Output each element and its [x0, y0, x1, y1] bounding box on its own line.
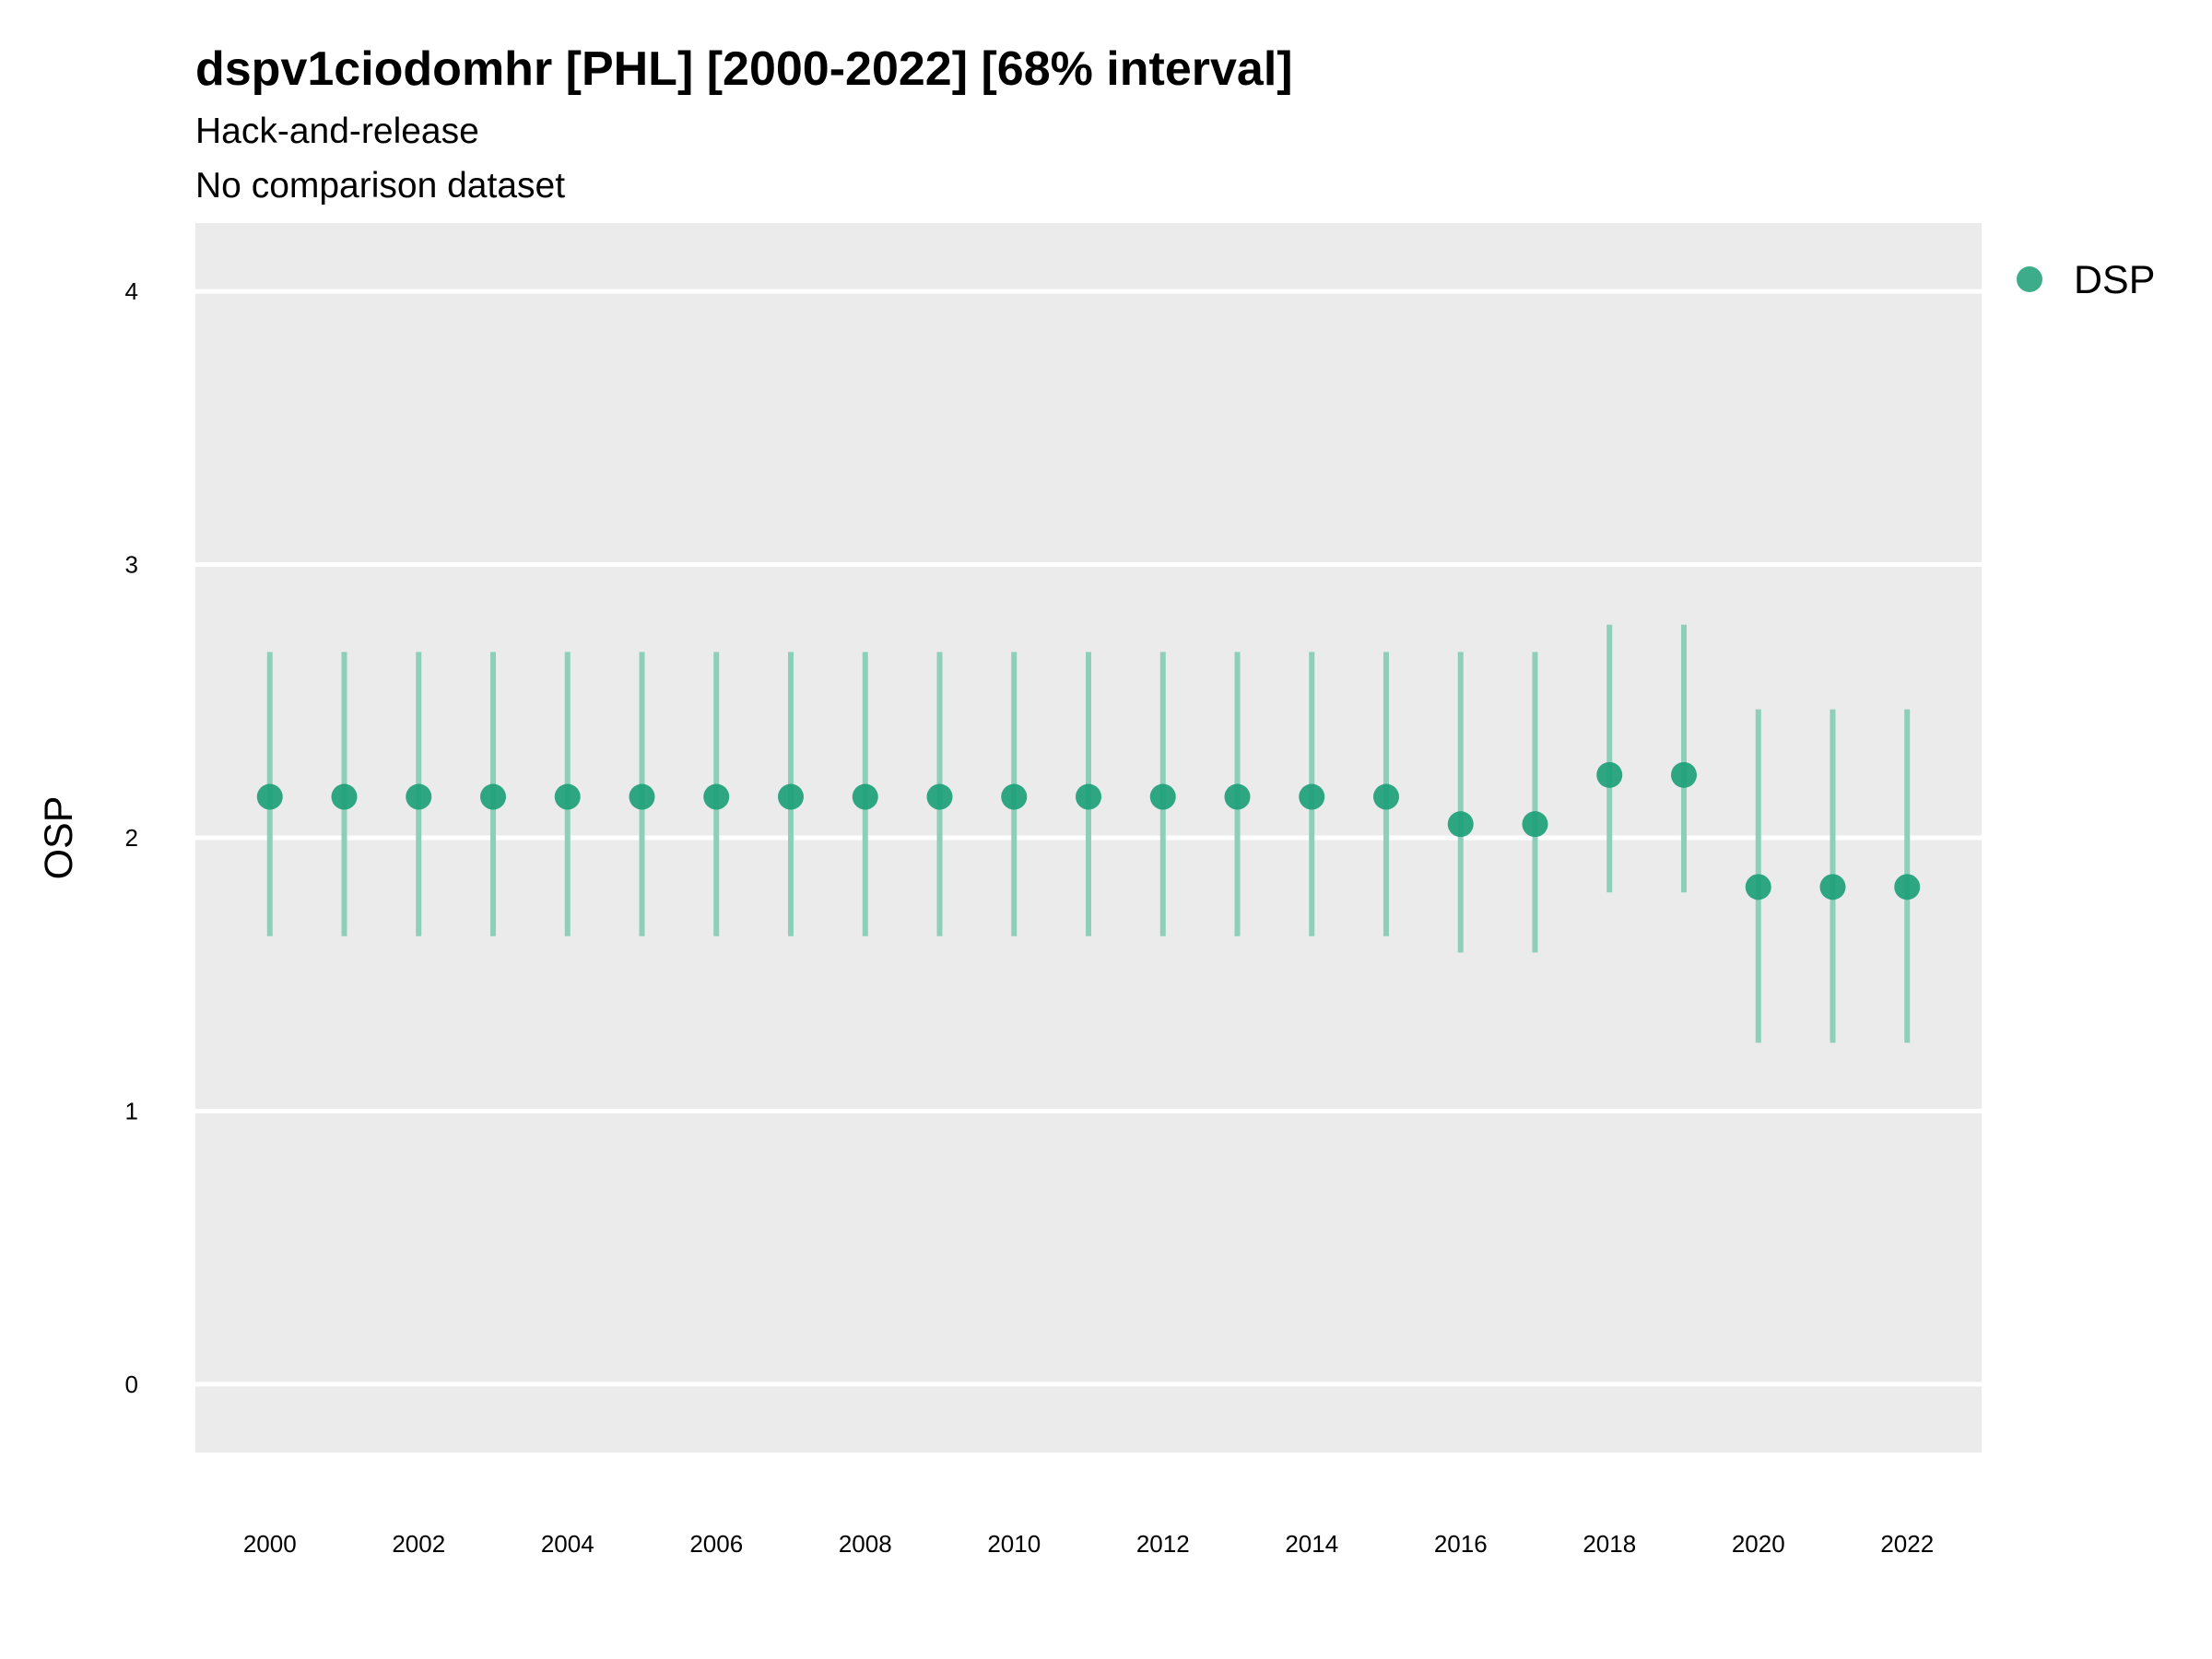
x-tick-label: 2014: [1285, 1530, 1338, 1558]
y-tick-label: 2: [125, 824, 138, 852]
chart-subtitle-2: No comparison dataset: [195, 166, 565, 206]
legend: DSP: [2017, 258, 2155, 302]
data-points: [256, 761, 1921, 900]
y-tick-label: 4: [125, 277, 138, 305]
x-tick-label: 2022: [1880, 1530, 1934, 1558]
x-tick-label: 2016: [1434, 1530, 1488, 1558]
x-tick-label: 2000: [243, 1530, 297, 1558]
data-point: [926, 783, 953, 810]
x-tick-label: 2020: [1732, 1530, 1785, 1558]
data-point: [1819, 874, 1846, 900]
data-point: [1522, 811, 1548, 838]
data-point: [1299, 783, 1325, 810]
y-tick-label: 3: [125, 551, 138, 579]
x-tick-label: 2004: [541, 1530, 594, 1558]
chart-subtitle: Hack-and-release: [195, 112, 479, 151]
y-axis-ticks: 0 1 2 3 4: [125, 277, 138, 1398]
y-tick-label: 1: [125, 1097, 138, 1124]
chart-title: dspv1ciodomhr [PHL] [2000-2022] [68% int…: [195, 42, 1293, 96]
data-point: [331, 783, 358, 810]
x-tick-label: 2018: [1583, 1530, 1636, 1558]
data-point: [480, 783, 506, 810]
data-point: [1447, 811, 1474, 838]
data-point: [629, 783, 655, 810]
data-point: [1894, 874, 1921, 900]
data-point: [256, 783, 283, 810]
data-point: [1745, 874, 1771, 900]
x-tick-label: 2012: [1136, 1530, 1190, 1558]
data-point: [1076, 783, 1101, 810]
data-point: [703, 783, 730, 810]
legend-key-dsp: [2017, 266, 2042, 292]
data-point: [1373, 783, 1399, 810]
data-point: [1596, 761, 1623, 788]
x-tick-label: 2008: [839, 1530, 892, 1558]
x-tick-label: 2006: [689, 1530, 743, 1558]
y-axis-label: OSP: [37, 796, 81, 880]
x-tick-label: 2002: [392, 1530, 445, 1558]
data-point: [1149, 783, 1176, 810]
data-point: [778, 783, 804, 810]
x-axis-ticks: 2000 2002 2004 2006 2008 2010 2012 2014 2016 2018…: [243, 1530, 1934, 1558]
y-tick-label: 0: [125, 1371, 138, 1398]
data-point: [1671, 761, 1697, 788]
data-point: [406, 783, 432, 810]
data-point: [1001, 783, 1028, 810]
legend-label-dsp: DSP: [2074, 258, 2155, 302]
x-tick-label: 2010: [987, 1530, 1041, 1558]
data-point: [1224, 783, 1251, 810]
data-point: [852, 783, 878, 810]
data-point: [554, 783, 581, 810]
